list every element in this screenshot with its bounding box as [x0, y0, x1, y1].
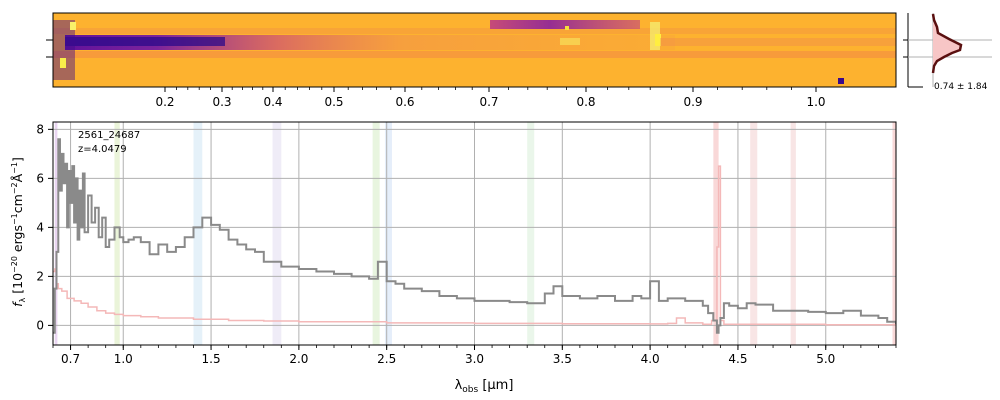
x-tick-label: 3.0 — [465, 352, 484, 366]
profile-line — [931, 13, 963, 74]
x-tick-label: 5.0 — [816, 352, 835, 366]
spectrum-2d-panel: 0.2 0.3 0.4 0.5 0.6 0.7 0.8 0.9 1.0 — [46, 12, 897, 109]
y-tick-label: 4 — [36, 220, 44, 234]
heatmap-tick-label: 0.5 — [324, 95, 343, 109]
x-tick-label: 0.7 — [61, 352, 80, 366]
y-axis: 0 2 4 6 8 — [36, 122, 53, 332]
heatmap-features — [53, 20, 896, 84]
shaded-band-7 — [713, 122, 719, 345]
error-series-line — [53, 165, 896, 326]
heatmap-tick-label: 0.6 — [395, 95, 414, 109]
redshift-label: z=4.0479 — [78, 144, 127, 155]
shaded-band-6 — [527, 122, 535, 345]
heatmap-tick-label: 0.4 — [263, 95, 282, 109]
y-axis-label: fλ [10−20 ergs−1cm−2Å−1] — [10, 157, 27, 307]
shaded-band-10 — [892, 122, 896, 345]
x-tick-label: 2.0 — [289, 352, 308, 366]
shaded-band-3 — [272, 122, 282, 345]
spatial-profile-panel: 0.74 ± 1.84 — [903, 13, 992, 92]
x-tick-label: 1.5 — [202, 352, 221, 366]
x-axis-label: λobs [μm] — [455, 378, 514, 395]
x-tick-label: 1.0 — [114, 352, 133, 366]
shaded-band-2 — [193, 122, 203, 345]
shaded-band-5 — [384, 122, 392, 345]
y-tick-label: 8 — [36, 122, 44, 136]
shaded-bands — [54, 122, 896, 345]
heatmap-tick-label: 0.7 — [479, 95, 498, 109]
y-tick-label: 0 — [36, 318, 44, 332]
x-tick-label: 3.5 — [553, 352, 572, 366]
shaded-band-1 — [114, 122, 120, 345]
shaded-band-9 — [790, 122, 796, 345]
y-tick-label: 2 — [36, 269, 44, 283]
heatmap-tick-label: 0.2 — [155, 95, 174, 109]
y-tick-label: 6 — [36, 171, 44, 185]
x-tick-label: 2.5 — [377, 352, 396, 366]
shaded-band-4 — [372, 122, 380, 345]
x-tick-label: 4.0 — [641, 352, 660, 366]
heatmap-tick-label: 1.0 — [806, 95, 825, 109]
profile-annotation: 0.74 ± 1.84 — [934, 82, 988, 92]
x-tick-label: 4.5 — [728, 352, 747, 366]
grid-lines — [53, 122, 896, 345]
heatmap-tick-label: 0.8 — [576, 95, 595, 109]
object-id-label: 2561_24687 — [78, 130, 140, 141]
x-axis: 0.7 1.0 1.5 2.0 2.5 3.0 3.5 4.0 4.5 5.0 — [52, 345, 897, 366]
profile-fill — [933, 13, 962, 72]
heatmap-x-axis: 0.2 0.3 0.4 0.5 0.6 0.7 0.8 0.9 1.0 — [155, 87, 826, 109]
heatmap-tick-label: 0.3 — [212, 95, 231, 109]
flux-series-line — [53, 138, 896, 334]
spectrum-1d-panel: 0.7 1.0 1.5 2.0 2.5 3.0 3.5 4.0 4.5 5.0 0 2 4 6 8 256… — [10, 121, 897, 395]
shaded-band-0 — [54, 122, 58, 345]
heatmap-tick-label: 0.9 — [683, 95, 702, 109]
shaded-band-8 — [750, 122, 758, 345]
